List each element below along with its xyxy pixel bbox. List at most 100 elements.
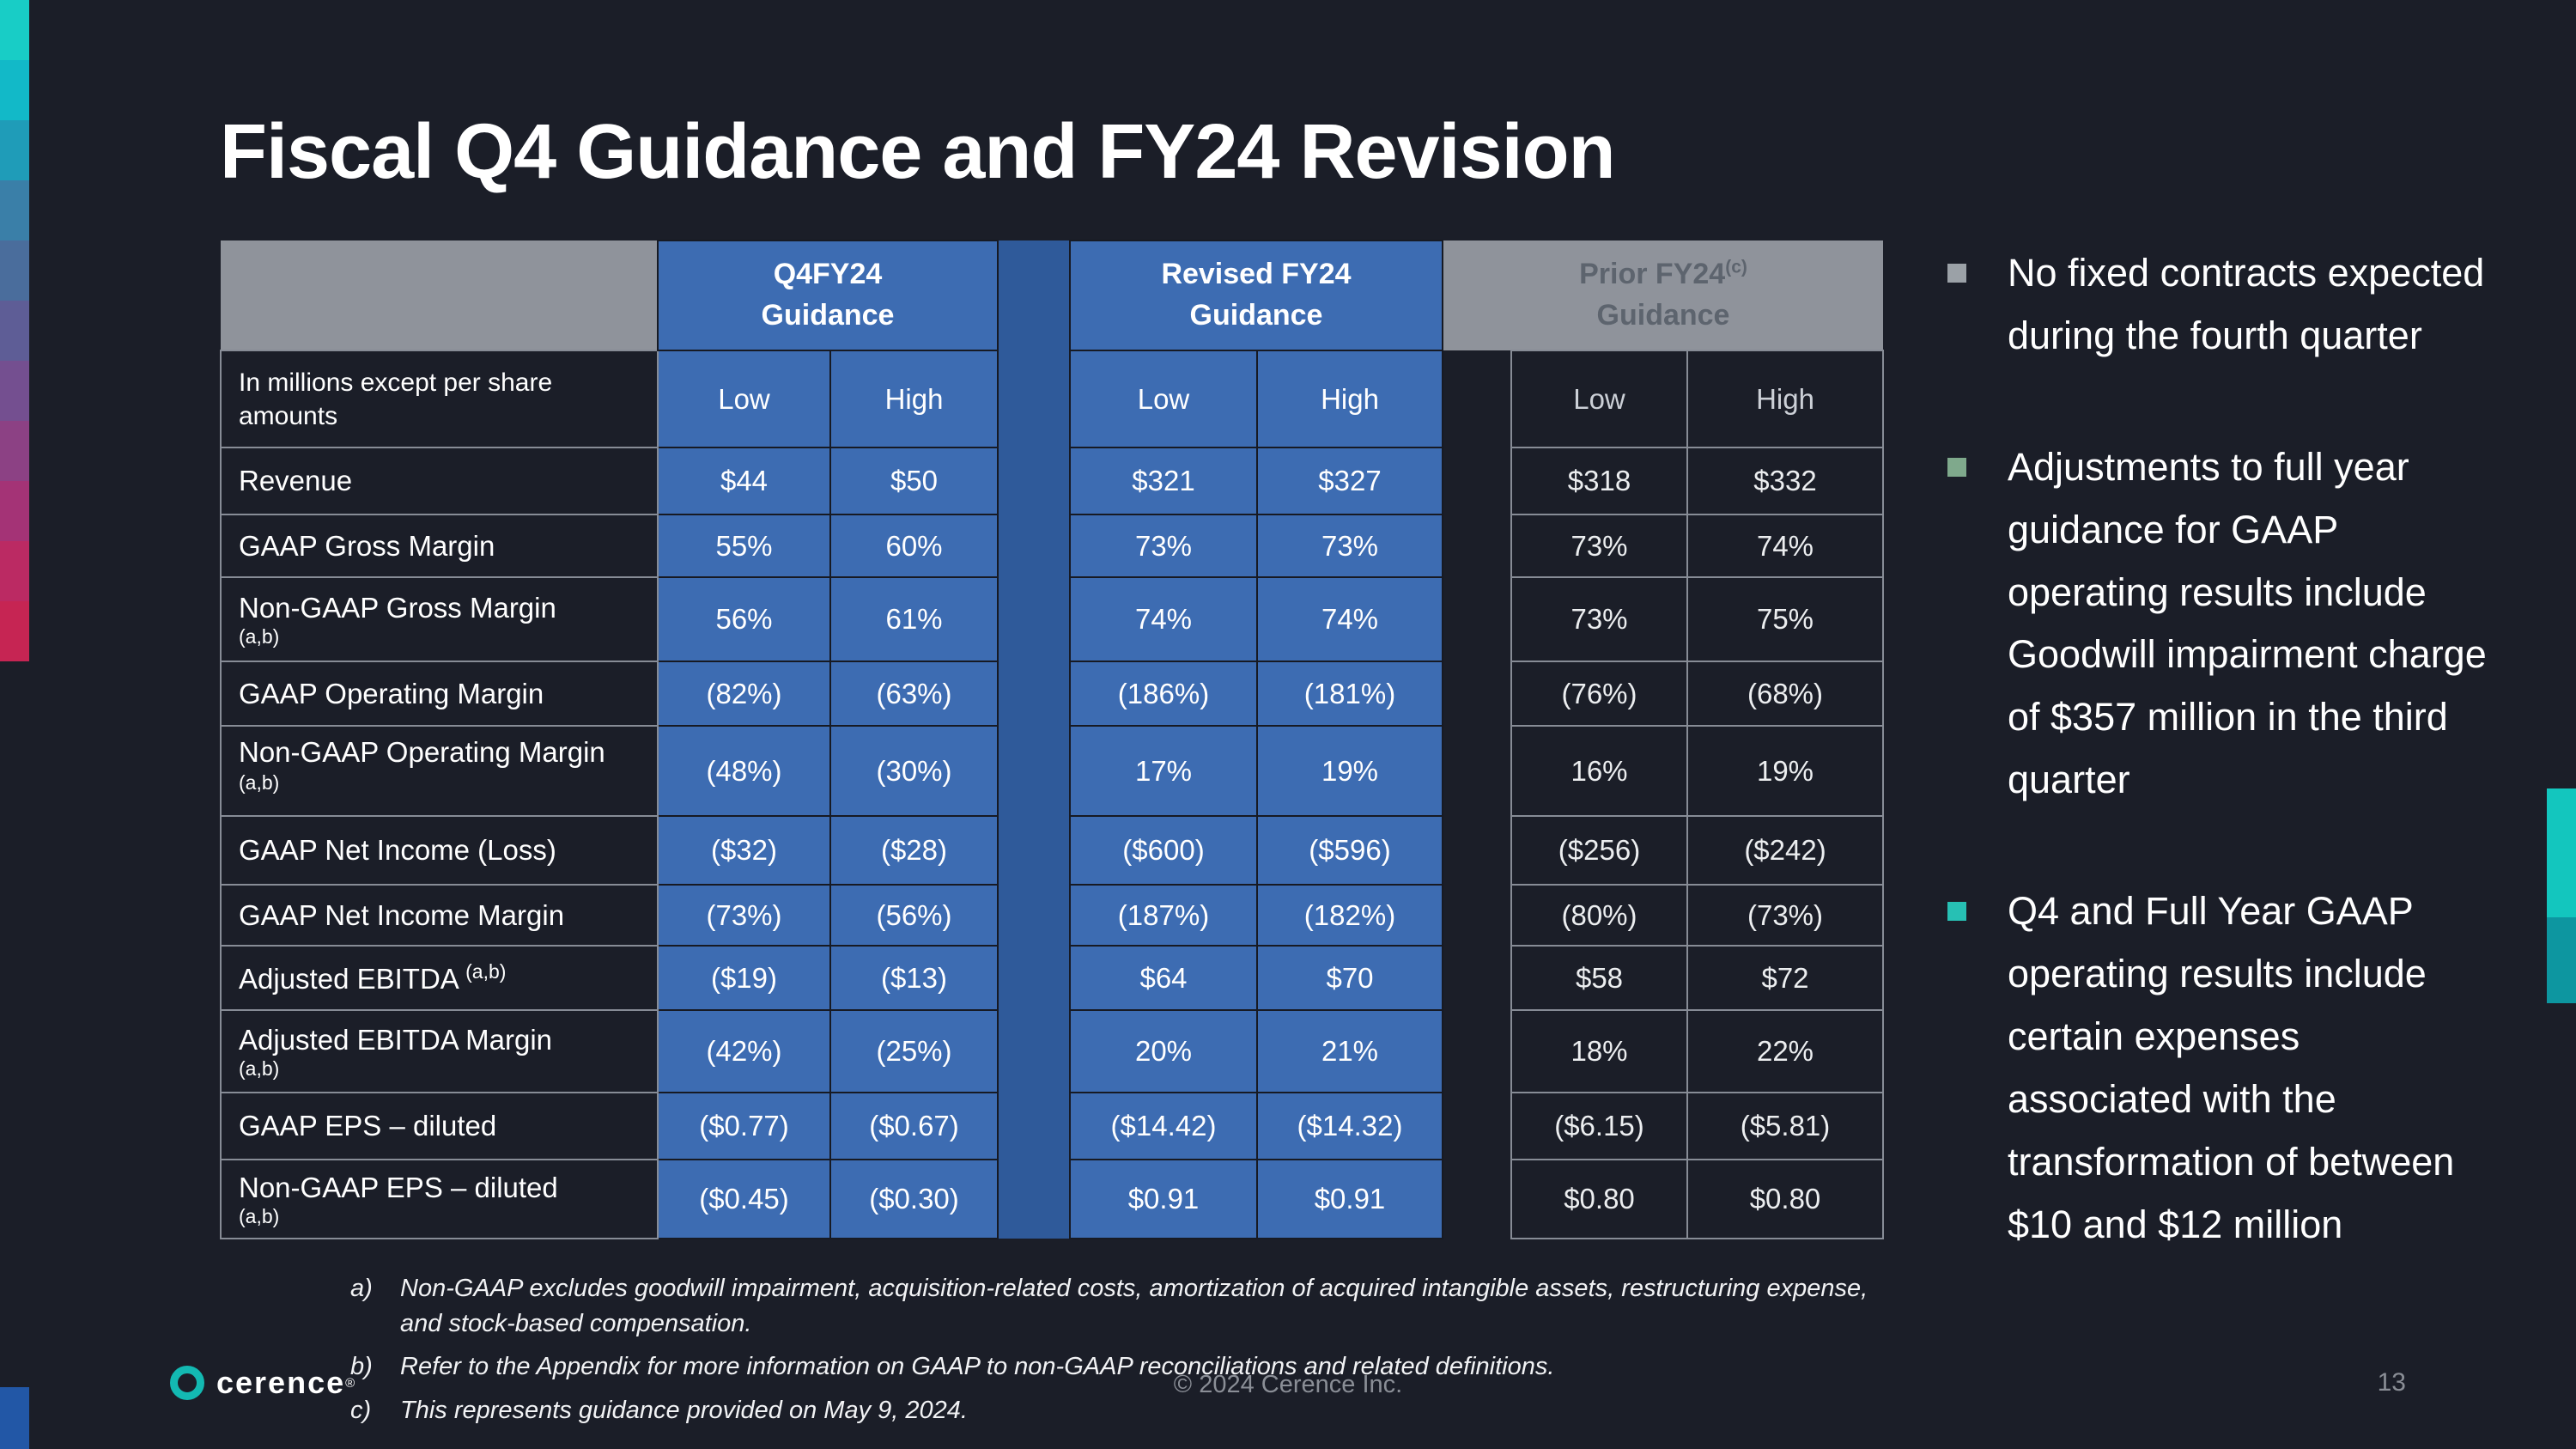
value-cell: ($256): [1510, 815, 1688, 886]
cerence-logo: cerence ®: [170, 1365, 355, 1401]
value-cell: (25%): [829, 1009, 999, 1093]
group-label-line: Q4FY24: [773, 258, 883, 291]
spacer-cell: [1443, 885, 1511, 946]
row-label: Non-GAAP EPS – diluted (a,b): [220, 1159, 659, 1239]
row-label: GAAP Operating Margin: [220, 661, 659, 727]
color-strip-segment: [0, 541, 29, 601]
value-cell: ($13): [829, 945, 999, 1011]
group-label-line: Guidance: [1189, 299, 1323, 332]
page-number: 13: [2377, 1368, 2406, 1397]
col-header-high: High: [1686, 350, 1885, 448]
value-cell: ($600): [1069, 815, 1258, 886]
footnote-ref: (a,b): [239, 1057, 280, 1081]
value-cell: ($28): [829, 815, 999, 886]
table-row: Adjusted EBITDA (a,b) ($19) ($13) $64 $70 $58…: [220, 945, 1885, 1011]
value-cell: $321: [1069, 447, 1258, 515]
bullet-item: Q4 and Full Year GAAP operating results …: [1947, 880, 2490, 1256]
value-cell: 18%: [1510, 1009, 1688, 1093]
color-strip-segment: [0, 481, 29, 541]
footnote-ref-c: (c): [1725, 257, 1747, 277]
value-cell: $318: [1510, 447, 1688, 515]
value-cell: ($0.67): [829, 1092, 999, 1160]
value-cell: 19%: [1686, 725, 1885, 817]
value-cell: $50: [829, 447, 999, 515]
spacer-cell: [1443, 577, 1511, 661]
color-strip-segment: [0, 601, 29, 661]
bullet-list: No fixed contracts expected during the f…: [1947, 242, 2490, 1324]
value-cell: (56%): [829, 884, 999, 947]
value-cell: 16%: [1510, 725, 1688, 817]
group-label-line: Guidance: [1596, 298, 1730, 332]
value-cell: ($242): [1686, 815, 1885, 886]
spacer-cell: [1443, 726, 1511, 816]
group-label-line: Prior FY24: [1579, 257, 1726, 290]
row-label: Adjusted EBITDA Margin (a,b): [220, 1009, 659, 1093]
value-cell: 21%: [1256, 1009, 1443, 1093]
value-cell: ($5.81): [1686, 1092, 1885, 1160]
table-row: Adjusted EBITDA Margin (a,b) (42%) (25%) 20%…: [220, 1009, 1885, 1093]
row-label: Non-GAAP Gross Margin (a,b): [220, 576, 659, 662]
spacer-cell: [998, 885, 1070, 946]
spacer-cell: [998, 1160, 1070, 1239]
row-label: Non-GAAP Operating Margin (a,b): [220, 725, 659, 817]
table-row: GAAP Operating Margin (82%) (63%) (186%) (18…: [220, 661, 1885, 727]
group-spacer: [1443, 350, 1511, 447]
col-header-low: Low: [1069, 350, 1258, 448]
value-cell: ($6.15): [1510, 1092, 1688, 1160]
spacer-cell: [998, 514, 1070, 577]
value-cell: 74%: [1686, 514, 1885, 578]
value-cell: (30%): [829, 725, 999, 817]
row-label: GAAP Gross Margin: [220, 514, 659, 578]
footnote-ref: (a,b): [239, 1205, 280, 1228]
value-cell: (82%): [657, 661, 831, 727]
bullet-square-icon: [1947, 902, 1966, 922]
value-cell: (80%): [1510, 884, 1688, 947]
col-header-low: Low: [657, 350, 831, 448]
table-row: GAAP Net Income Margin (73%) (56%) (187%) (1…: [220, 884, 1885, 947]
copyright-text: © 2024 Cerence Inc.: [1173, 1371, 1403, 1398]
spacer-cell: [1443, 946, 1511, 1010]
value-cell: ($596): [1256, 815, 1443, 886]
value-cell: 73%: [1069, 514, 1258, 578]
spacer-cell: [1443, 1093, 1511, 1160]
value-cell: ($14.32): [1256, 1092, 1443, 1160]
color-strip-segment: [0, 180, 29, 240]
value-cell: $327: [1256, 447, 1443, 515]
color-strip-segment: [0, 0, 29, 60]
row-label: GAAP Net Income Margin: [220, 884, 659, 947]
spacer-cell: [998, 661, 1070, 726]
value-cell: 61%: [829, 576, 999, 662]
value-cell: 74%: [1069, 576, 1258, 662]
footnote-text: This represents guidance provided on May…: [400, 1396, 968, 1424]
spacer-cell: [998, 726, 1070, 816]
footnotes: a) Non-GAAP excludes goodwill impairment,…: [350, 1271, 1896, 1436]
value-cell: (187%): [1069, 884, 1258, 947]
spacer-cell: [1443, 661, 1511, 726]
table-corner-block: [221, 240, 658, 350]
col-header-low: Low: [1510, 350, 1688, 448]
value-cell: 73%: [1256, 514, 1443, 578]
value-cell: $0.80: [1510, 1159, 1688, 1239]
bullet-item: Adjustments to full year guidance for GA…: [1947, 436, 2490, 812]
footnote-ref: (a,b): [239, 625, 280, 648]
bullet-square-icon: [1947, 264, 1966, 283]
value-cell: 22%: [1686, 1009, 1885, 1093]
footnote-letter: a): [350, 1275, 373, 1302]
value-cell: ($0.45): [657, 1159, 831, 1239]
right-edge-accent: [2547, 788, 2576, 1003]
footnote-text: Non-GAAP excludes goodwill impairment, a…: [400, 1275, 1868, 1338]
group-header-row: Q4FY24 Guidance Revised FY24 Guidance Pr…: [221, 240, 1884, 351]
bullet-text: No fixed contracts expected during the f…: [2008, 251, 2485, 357]
guidance-table-grid: Q4FY24 Guidance Revised FY24 Guidance Pr…: [220, 240, 1885, 1239]
color-strip-segment: [0, 60, 29, 120]
value-cell: (48%): [657, 725, 831, 817]
spacer-cell: [1443, 816, 1511, 885]
spacer-cell: [998, 946, 1070, 1010]
value-cell: (186%): [1069, 661, 1258, 727]
value-cell: $44: [657, 447, 831, 515]
spacer-cell: [998, 1093, 1070, 1160]
value-cell: (42%): [657, 1009, 831, 1093]
left-color-strip: [0, 0, 29, 661]
table-row: Non-GAAP EPS – diluted (a,b) ($0.45) ($0.30…: [220, 1159, 1885, 1239]
